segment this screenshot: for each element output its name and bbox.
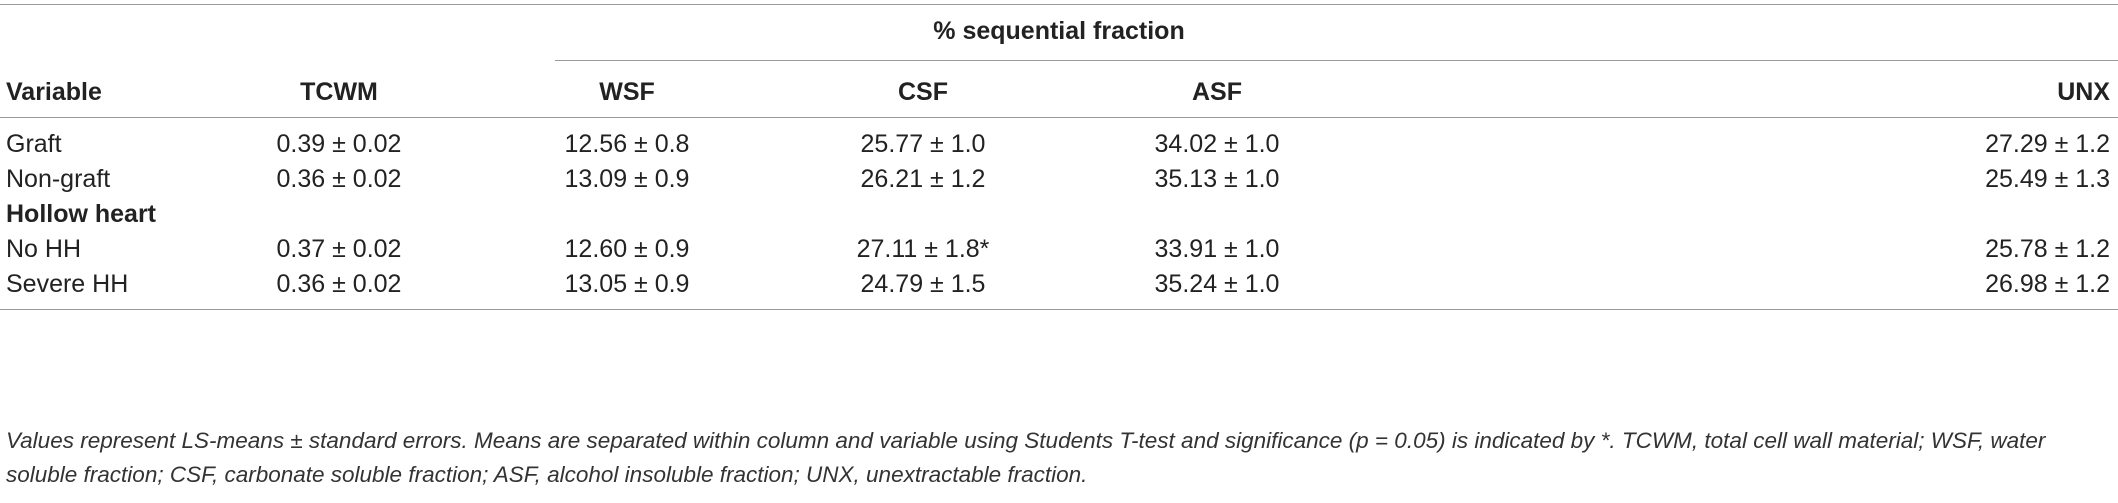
col-header-asf: ASF [1192,78,1242,106]
row-label: Severe HH [6,270,129,298]
cell-wsf: 12.56 ± 0.8 [564,130,690,158]
cell-asf: 34.02 ± 1.0 [1154,130,1280,158]
cell-unx: 27.29 ± 1.2 [1985,130,2110,158]
col-header-unx: UNX [2057,78,2110,106]
table-bottom-rule [0,309,2118,310]
cell-csf: 25.77 ± 1.0 [860,130,986,158]
group-header-underline [555,60,2118,61]
cell-wsf: 12.60 ± 0.9 [564,235,690,263]
top-rule [0,4,2118,5]
cell-csf: 27.11 ± 1.8* [856,235,990,263]
cell-unx: 25.49 ± 1.3 [1985,165,2110,193]
cell-tcwm: 0.37 ± 0.02 [276,235,402,263]
cell-asf: 35.13 ± 1.0 [1154,165,1280,193]
cell-tcwm: 0.36 ± 0.02 [276,270,402,298]
cell-tcwm: 0.39 ± 0.02 [276,130,402,158]
cell-csf: 26.21 ± 1.2 [860,165,986,193]
col-header-wsf: WSF [599,78,655,106]
section-header: Hollow heart [6,200,157,228]
col-header-tcwm: TCWM [300,78,378,106]
row-label: Graft [6,130,62,158]
col-header-csf: CSF [898,78,948,106]
cell-wsf: 13.05 ± 0.9 [564,270,690,298]
cell-csf: 24.79 ± 1.5 [860,270,986,298]
cell-tcwm: 0.36 ± 0.02 [276,165,402,193]
row-label: Non-graft [6,165,111,193]
col-header-variable: Variable [6,78,102,106]
cell-unx: 25.78 ± 1.2 [1985,235,2110,263]
cell-unx: 26.98 ± 1.2 [1985,270,2110,298]
row-label: No HH [6,235,82,263]
header-bottom-rule [0,117,2118,118]
group-header: % sequential fraction [933,17,1185,45]
cell-asf: 35.24 ± 1.0 [1154,270,1280,298]
cell-wsf: 13.09 ± 0.9 [564,165,690,193]
table-footnote: Values represent LS-means ± standard err… [6,428,2046,487]
cell-asf: 33.91 ± 1.0 [1154,235,1280,263]
